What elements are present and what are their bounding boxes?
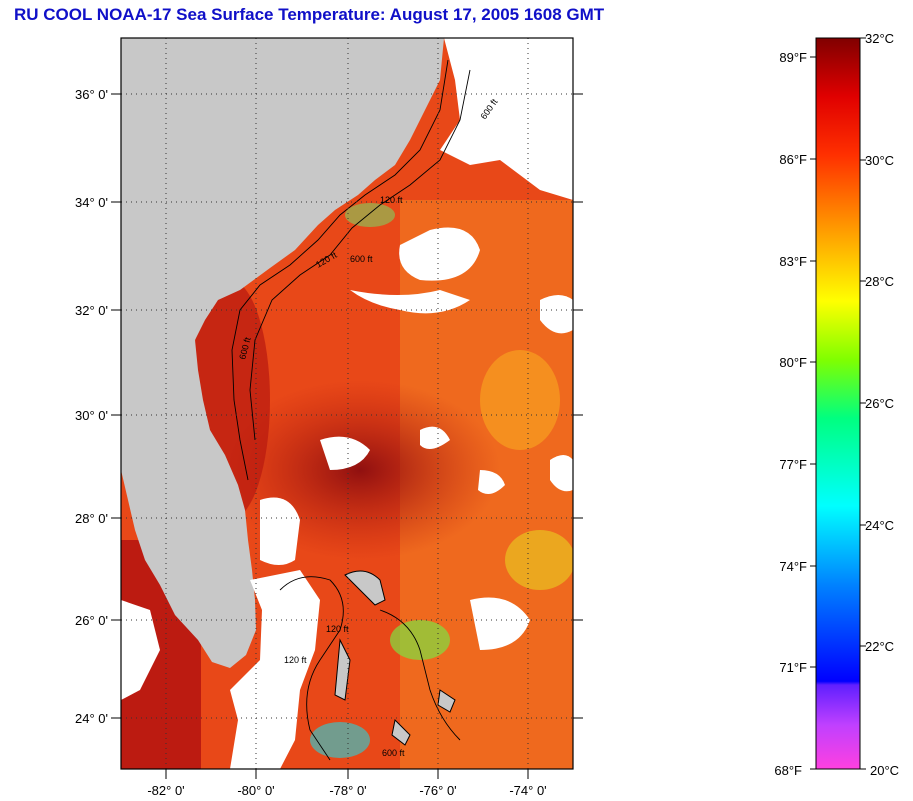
lat-label: 28° 0' <box>75 511 108 526</box>
celsius-label: 28°C <box>865 274 894 289</box>
fahrenheit-label: 68°F <box>774 763 802 778</box>
bahamas-islands <box>334 570 456 746</box>
fahrenheit-label: 83°F <box>779 254 807 269</box>
fahrenheit-label: 89°F <box>779 50 807 65</box>
lon-label: -82° 0' <box>147 783 184 798</box>
graticule <box>121 38 573 769</box>
map-title: RU COOL NOAA-17 Sea Surface Temperature:… <box>14 5 605 24</box>
map-frame <box>120 37 574 770</box>
lon-label: -76° 0' <box>419 783 456 798</box>
lat-label: 26° 0' <box>75 613 108 628</box>
colorbar-gradient <box>815 37 861 770</box>
lat-label: 32° 0' <box>75 303 108 318</box>
cloud-mask <box>121 38 573 769</box>
sst-map <box>121 38 573 769</box>
frame-ticks <box>111 93 583 779</box>
isobath-label: 120 ft <box>326 624 349 634</box>
lon-label: -74° 0' <box>509 783 546 798</box>
lon-label: -78° 0' <box>329 783 366 798</box>
fahrenheit-label: 74°F <box>779 559 807 574</box>
celsius-label: 24°C <box>865 518 894 533</box>
lat-label: 30° 0' <box>75 408 108 423</box>
isobath-label: 600 ft <box>382 748 405 758</box>
lat-label: 36° 0' <box>75 87 108 102</box>
celsius-label: 20°C <box>870 763 899 778</box>
fahrenheit-label: 86°F <box>779 152 807 167</box>
land-mass <box>121 38 444 668</box>
celsius-label: 26°C <box>865 396 894 411</box>
isobath-label: 600 ft <box>350 254 373 264</box>
lat-label: 24° 0' <box>75 711 108 726</box>
fahrenheit-label: 80°F <box>779 355 807 370</box>
isobath-contours <box>231 59 471 761</box>
fahrenheit-label: 71°F <box>779 660 807 675</box>
colorbar: 89°F 86°F 83°F 80°F 77°F 74°F 71°F 68°F … <box>774 31 899 778</box>
lon-label: -80° 0' <box>237 783 274 798</box>
fahrenheit-label: 77°F <box>779 457 807 472</box>
celsius-label: 32°C <box>865 31 894 46</box>
isobath-label: 120 ft <box>380 195 403 205</box>
isobath-label: 120 ft <box>284 655 307 665</box>
celsius-label: 22°C <box>865 639 894 654</box>
celsius-label: 30°C <box>865 153 894 168</box>
lat-label: 34° 0' <box>75 195 108 210</box>
